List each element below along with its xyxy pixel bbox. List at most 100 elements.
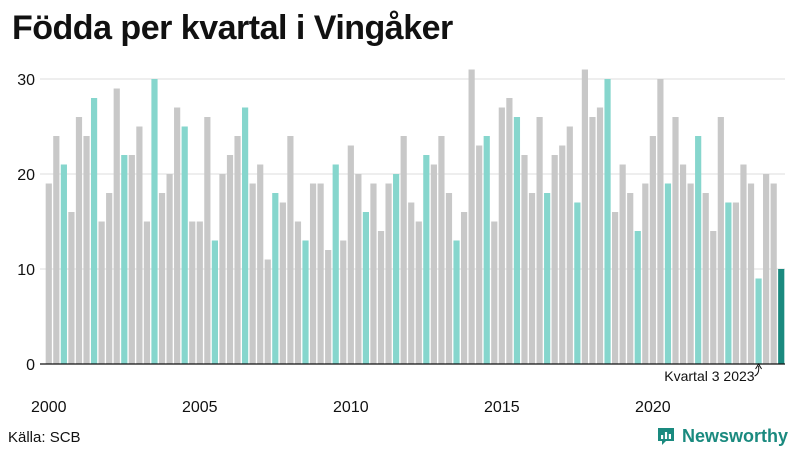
bar bbox=[257, 164, 264, 364]
bar bbox=[189, 221, 196, 364]
bar bbox=[438, 136, 445, 364]
bar bbox=[158, 193, 166, 364]
bar bbox=[128, 155, 135, 364]
x-tick-label: 2020 bbox=[635, 399, 671, 416]
bar bbox=[702, 193, 709, 364]
bar bbox=[90, 98, 98, 364]
bar bbox=[113, 88, 120, 364]
bar bbox=[196, 221, 203, 364]
bar bbox=[695, 136, 702, 364]
bar bbox=[234, 136, 241, 364]
annotation-arrowhead bbox=[755, 363, 762, 370]
bar bbox=[347, 145, 354, 364]
bar bbox=[53, 136, 60, 364]
bar bbox=[740, 164, 747, 364]
bar bbox=[174, 107, 181, 364]
bar bbox=[264, 259, 271, 364]
bar bbox=[211, 240, 218, 364]
bar bbox=[385, 183, 392, 364]
bar bbox=[679, 164, 687, 364]
bar bbox=[445, 193, 453, 364]
chart-title: Födda per kvartal i Vingåker bbox=[12, 9, 453, 47]
bar bbox=[634, 231, 641, 364]
bar bbox=[249, 183, 256, 364]
bar bbox=[325, 250, 332, 364]
bar bbox=[468, 69, 475, 364]
bar bbox=[483, 136, 490, 364]
annotation-label: Kvartal 3 2023 bbox=[664, 368, 754, 384]
bar bbox=[453, 240, 460, 364]
bar bbox=[627, 193, 634, 364]
y-tick-label: 10 bbox=[17, 262, 35, 279]
newsworthy-chart-icon bbox=[657, 428, 674, 445]
bar bbox=[272, 193, 279, 364]
bar bbox=[476, 145, 483, 364]
bar bbox=[566, 126, 573, 364]
bar bbox=[370, 183, 377, 364]
bar bbox=[377, 231, 385, 364]
bar bbox=[619, 164, 626, 364]
source-label: Källa: SCB bbox=[8, 429, 81, 446]
bar bbox=[672, 117, 679, 364]
bar bbox=[657, 79, 664, 364]
bar bbox=[596, 107, 604, 364]
bar bbox=[166, 174, 173, 364]
bar bbox=[551, 155, 558, 364]
bar bbox=[287, 136, 294, 364]
bar bbox=[581, 69, 588, 364]
y-tick-label: 0 bbox=[26, 357, 35, 374]
bar bbox=[317, 183, 324, 364]
bar bbox=[498, 107, 505, 364]
x-tick-label: 2005 bbox=[182, 399, 218, 416]
y-tick-label: 30 bbox=[17, 72, 35, 89]
bar bbox=[332, 164, 339, 364]
bar bbox=[400, 136, 407, 364]
x-tick-label: 2010 bbox=[333, 399, 369, 416]
bar bbox=[136, 126, 143, 364]
bar bbox=[589, 117, 596, 364]
bar bbox=[725, 202, 732, 364]
bar bbox=[340, 240, 347, 364]
bar bbox=[309, 183, 317, 364]
bar bbox=[362, 212, 370, 364]
bar bbox=[151, 79, 158, 364]
bar bbox=[60, 164, 67, 364]
bar bbox=[778, 269, 785, 364]
bar bbox=[559, 145, 566, 364]
bar bbox=[528, 193, 536, 364]
bar bbox=[45, 183, 52, 364]
bar bbox=[687, 183, 694, 364]
bar bbox=[747, 183, 755, 364]
y-tick-label: 20 bbox=[17, 167, 35, 184]
bar bbox=[226, 155, 234, 364]
bar bbox=[536, 117, 543, 364]
bar bbox=[770, 183, 777, 364]
bar bbox=[408, 202, 415, 364]
annotation-arrow bbox=[754, 365, 760, 377]
bar bbox=[521, 155, 528, 364]
brand-name: Newsworthy bbox=[681, 426, 788, 446]
bar bbox=[355, 174, 362, 364]
bar bbox=[430, 164, 437, 364]
bar bbox=[763, 174, 770, 364]
bar bbox=[612, 212, 619, 364]
bar bbox=[98, 221, 105, 364]
bar bbox=[143, 221, 151, 364]
bar bbox=[106, 193, 113, 364]
bar bbox=[664, 183, 672, 364]
x-tick-label: 2000 bbox=[31, 399, 67, 416]
bar bbox=[294, 221, 302, 364]
bar bbox=[506, 98, 513, 364]
bar bbox=[710, 231, 717, 364]
bar bbox=[242, 107, 249, 364]
brand-logo: Newsworthy bbox=[656, 425, 788, 447]
bar bbox=[302, 240, 309, 364]
bar bbox=[423, 155, 430, 364]
bar bbox=[83, 136, 90, 364]
bar bbox=[68, 212, 75, 364]
bar bbox=[279, 202, 286, 364]
bar bbox=[604, 79, 611, 364]
bar bbox=[544, 193, 551, 364]
x-tick-label: 2015 bbox=[484, 399, 520, 416]
